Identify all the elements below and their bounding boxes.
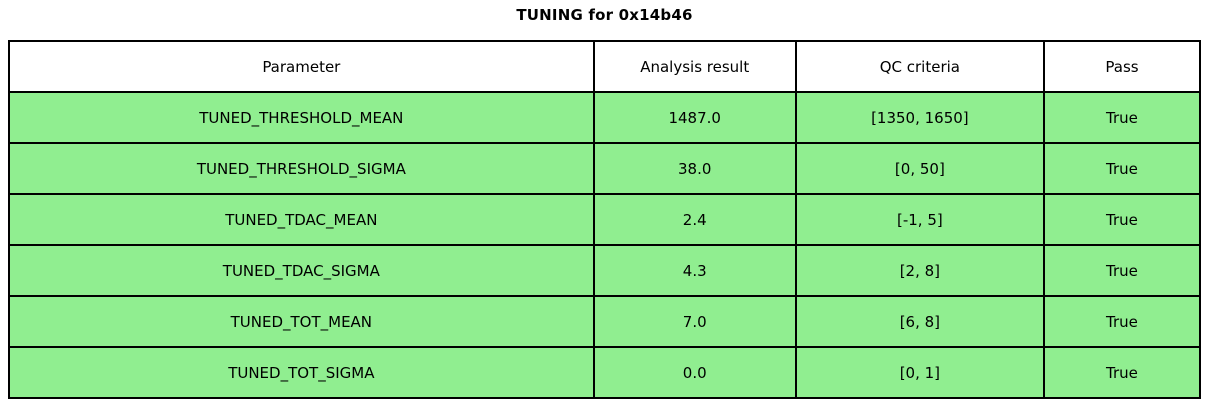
table-row: TUNED_TOT_MEAN 7.0 [6, 8] True	[9, 296, 1200, 347]
cell-analysis-result: 2.4	[593, 194, 796, 245]
cell-parameter: TUNED_TDAC_SIGMA	[9, 245, 594, 296]
cell-qc-criteria: [0, 1]	[795, 347, 1044, 398]
cell-pass: True	[1043, 92, 1200, 143]
qc-results-table: Parameter Analysis result QC criteria Pa…	[8, 40, 1201, 399]
cell-qc-criteria: [2, 8]	[795, 245, 1044, 296]
cell-analysis-result: 7.0	[593, 296, 796, 347]
table-row: TUNED_THRESHOLD_MEAN 1487.0 [1350, 1650]…	[9, 92, 1200, 143]
column-header-parameter: Parameter	[9, 41, 594, 92]
column-header-pass: Pass	[1043, 41, 1200, 92]
cell-parameter: TUNED_THRESHOLD_MEAN	[9, 92, 594, 143]
cell-pass: True	[1043, 143, 1200, 194]
cell-analysis-result: 0.0	[593, 347, 796, 398]
table-header-row: Parameter Analysis result QC criteria Pa…	[9, 41, 1200, 92]
cell-pass: True	[1043, 347, 1200, 398]
table-row: TUNED_TOT_SIGMA 0.0 [0, 1] True	[9, 347, 1200, 398]
cell-pass: True	[1043, 296, 1200, 347]
chart-title: TUNING for 0x14b46	[516, 6, 693, 24]
column-header-qc-criteria: QC criteria	[795, 41, 1044, 92]
cell-pass: True	[1043, 194, 1200, 245]
table-row: TUNED_TDAC_MEAN 2.4 [-1, 5] True	[9, 194, 1200, 245]
cell-analysis-result: 38.0	[593, 143, 796, 194]
cell-pass: True	[1043, 245, 1200, 296]
cell-analysis-result: 1487.0	[593, 92, 796, 143]
cell-parameter: TUNED_TOT_SIGMA	[9, 347, 594, 398]
cell-qc-criteria: [1350, 1650]	[795, 92, 1044, 143]
column-header-analysis-result: Analysis result	[593, 41, 796, 92]
cell-qc-criteria: [6, 8]	[795, 296, 1044, 347]
cell-parameter: TUNED_TDAC_MEAN	[9, 194, 594, 245]
cell-parameter: TUNED_TOT_MEAN	[9, 296, 594, 347]
table-row: TUNED_THRESHOLD_SIGMA 38.0 [0, 50] True	[9, 143, 1200, 194]
cell-analysis-result: 4.3	[593, 245, 796, 296]
cell-qc-criteria: [0, 50]	[795, 143, 1044, 194]
cell-parameter: TUNED_THRESHOLD_SIGMA	[9, 143, 594, 194]
cell-qc-criteria: [-1, 5]	[795, 194, 1044, 245]
table-row: TUNED_TDAC_SIGMA 4.3 [2, 8] True	[9, 245, 1200, 296]
